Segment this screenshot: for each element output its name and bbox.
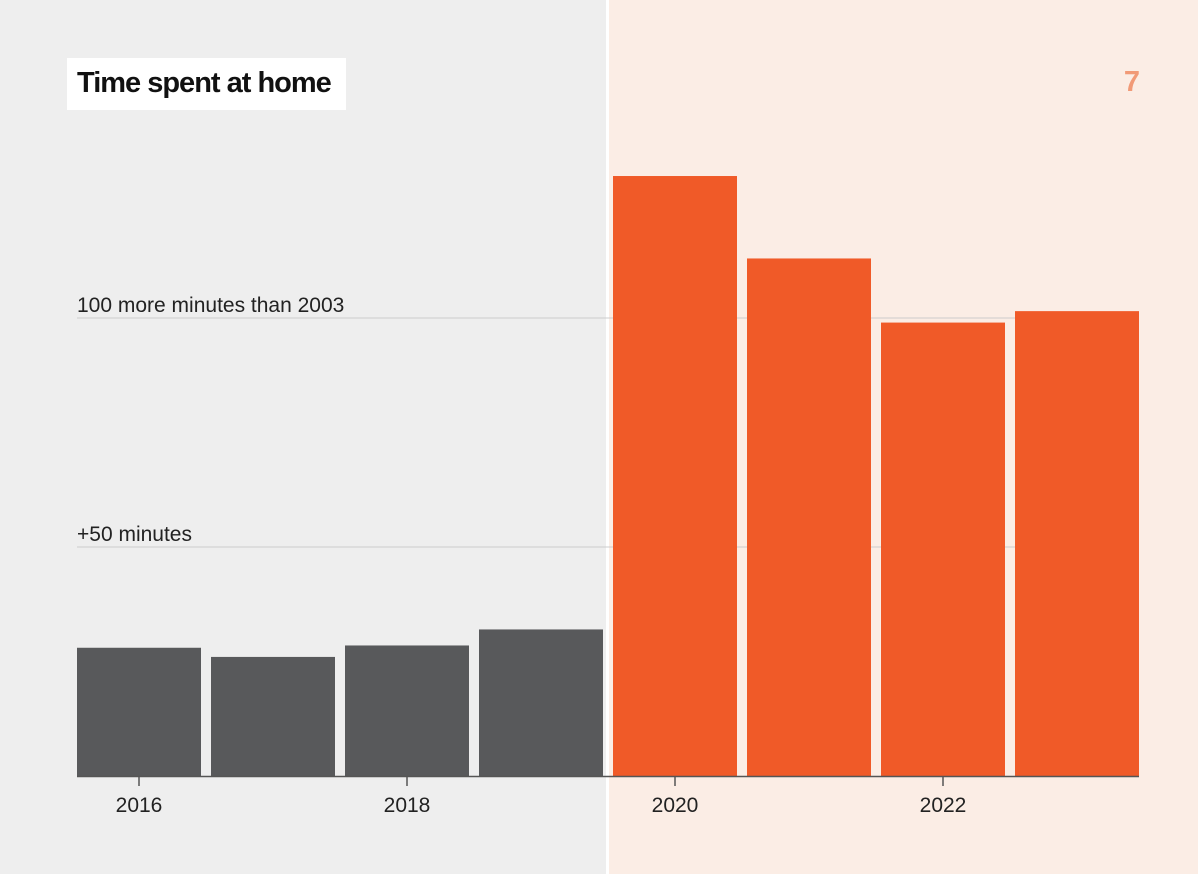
- bar-2021: [747, 258, 871, 777]
- x-tick-label-2022: 2022: [920, 794, 967, 817]
- gridlines: +50 minutes 100 more minutes than 2003: [77, 294, 1139, 548]
- x-tick-label-2020: 2020: [652, 794, 699, 817]
- bar-2020: [613, 176, 737, 776]
- bar-2016: [77, 647, 201, 776]
- x-axis: 2016 2018 2020 2022: [77, 775, 1139, 817]
- chart-title: Time spent at home: [77, 67, 332, 99]
- period-divider: [606, 0, 609, 874]
- gridline-label-50: +50 minutes: [77, 523, 192, 546]
- bar-2019: [479, 629, 603, 776]
- bar-2023: [1015, 311, 1139, 776]
- chart-title-box: Time spent at home: [67, 58, 346, 110]
- page-number: 7: [1123, 66, 1140, 98]
- gridline-label-100: 100 more minutes than 2003: [77, 294, 344, 317]
- bar-2018: [345, 645, 469, 776]
- bar-2017: [211, 656, 335, 776]
- x-tick-label-2016: 2016: [116, 794, 163, 817]
- x-tick-label-2018: 2018: [384, 794, 431, 817]
- bar-2022: [881, 322, 1005, 776]
- bars: [77, 176, 1139, 777]
